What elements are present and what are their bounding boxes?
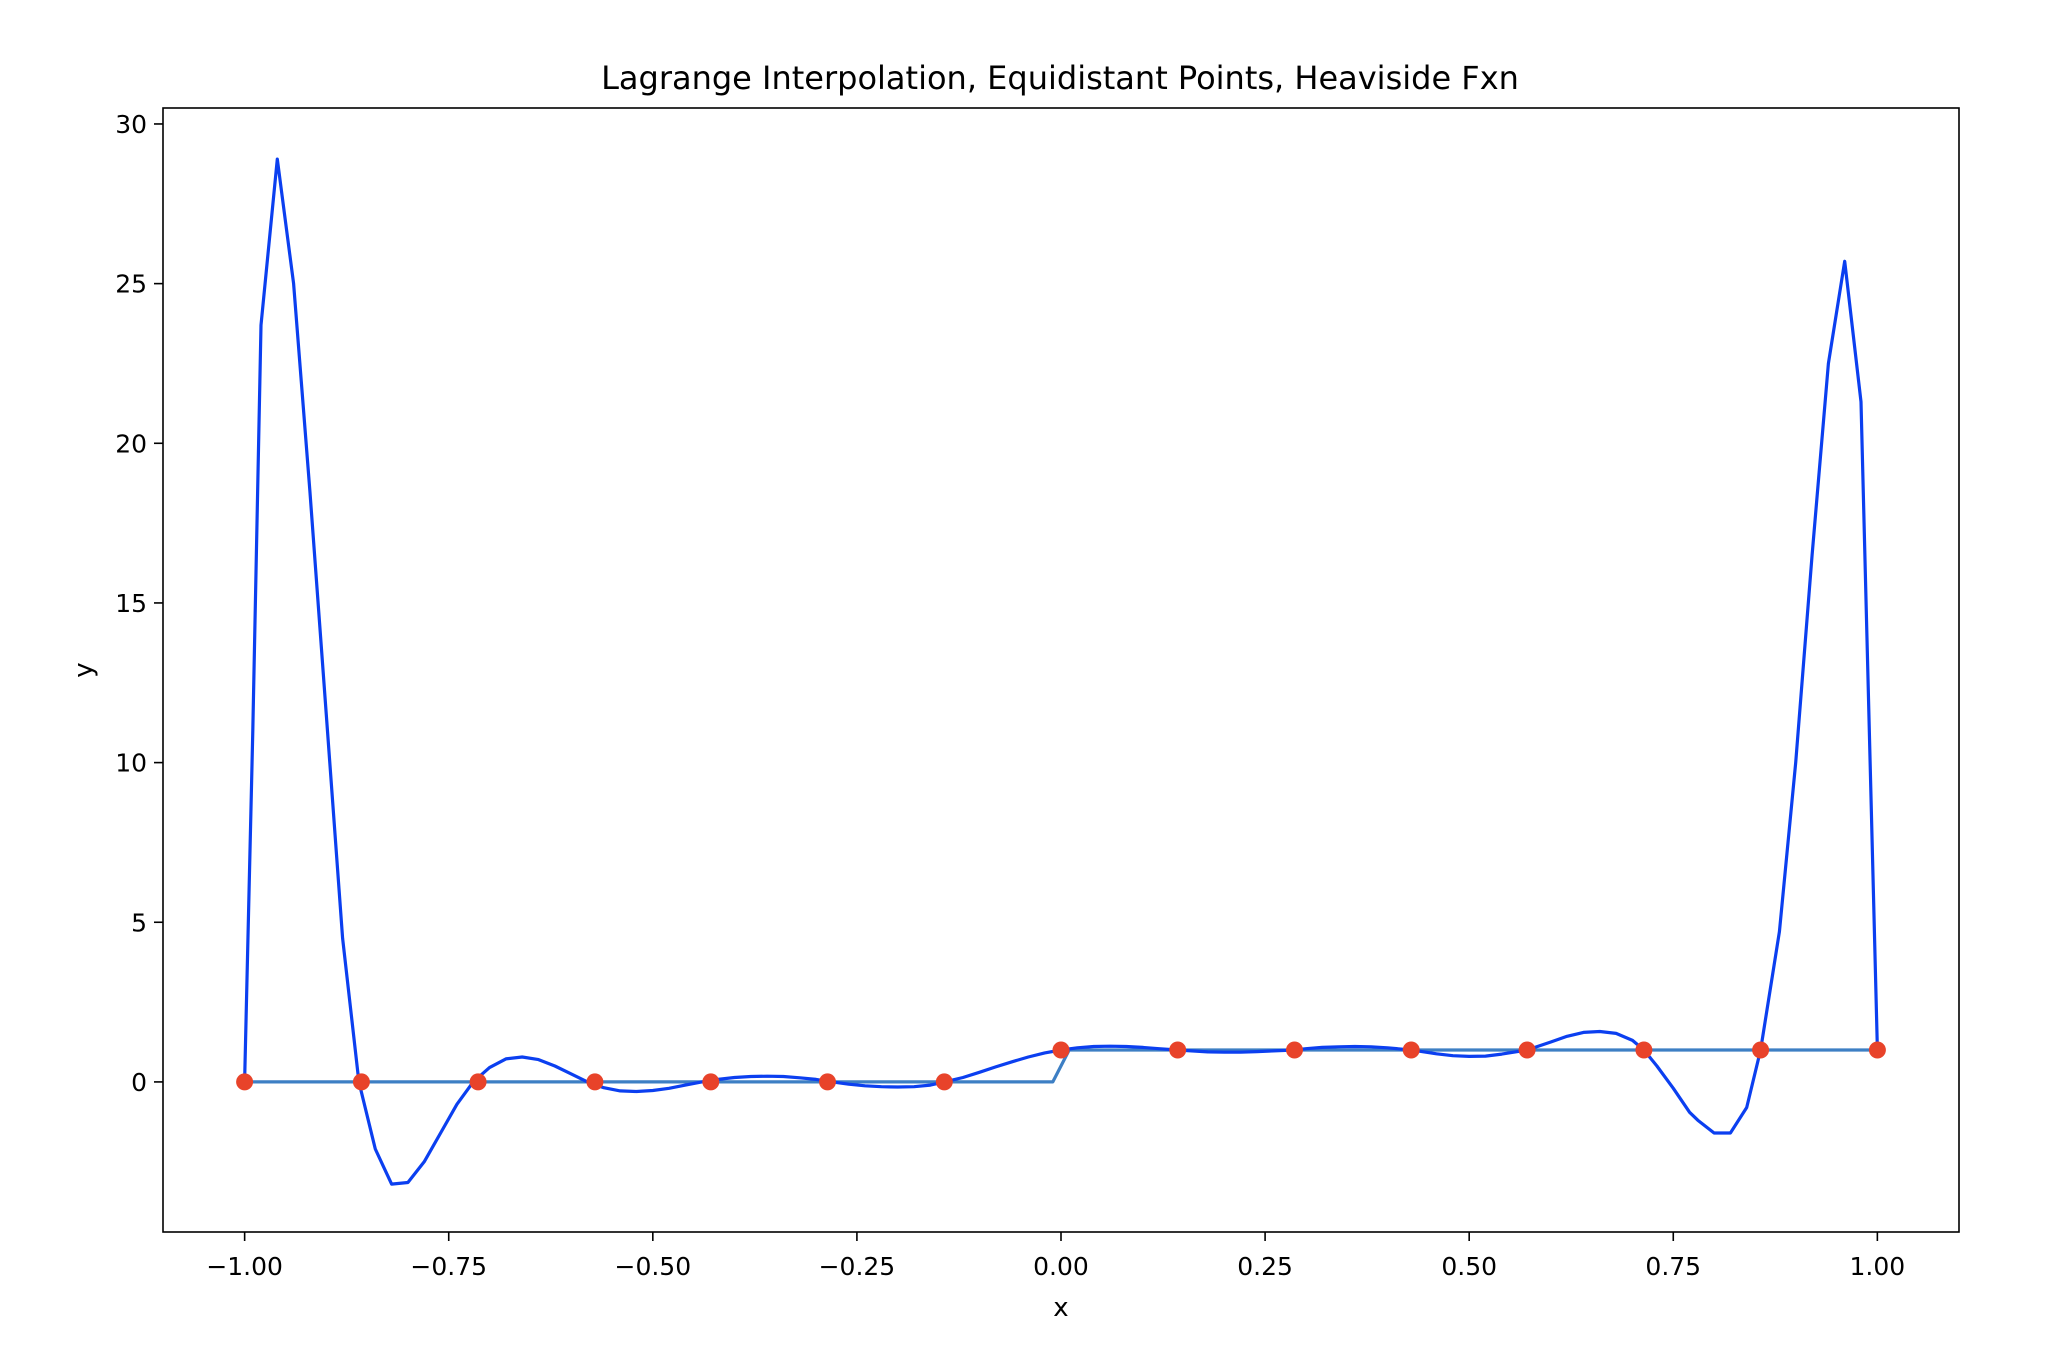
data-point	[236, 1073, 254, 1091]
x-tick-label: 0.25	[1237, 1252, 1293, 1281]
y-tick-label: 10	[115, 749, 147, 778]
data-point	[1402, 1041, 1420, 1059]
chart-title: Lagrange Interpolation, Equidistant Poin…	[601, 59, 1519, 97]
x-tick-label: 0.00	[1033, 1252, 1089, 1281]
data-point	[1052, 1041, 1070, 1059]
series-line-heaviside	[243, 1048, 1880, 1084]
x-tick-label: 1.00	[1850, 1252, 1906, 1281]
y-tick-label: 0	[131, 1068, 147, 1097]
x-tick-label: −0.75	[410, 1252, 487, 1281]
y-tick-label: 15	[115, 589, 147, 618]
data-point	[1635, 1041, 1653, 1059]
data-point	[469, 1073, 487, 1091]
y-tick-label: 20	[115, 429, 147, 458]
x-axis-label: x	[1053, 1293, 1068, 1323]
data-point	[935, 1073, 953, 1091]
data-point	[819, 1073, 836, 1091]
data-point	[1752, 1041, 1770, 1059]
y-tick-label: 5	[131, 908, 147, 937]
y-tick-label: 25	[115, 270, 147, 299]
data-point	[1286, 1041, 1303, 1059]
x-tick-label: 0.75	[1645, 1252, 1701, 1281]
x-tick-label: 0.50	[1441, 1252, 1497, 1281]
x-tick-label: −1.00	[206, 1252, 283, 1281]
y-tick-label: 30	[115, 110, 147, 139]
data-point	[586, 1073, 604, 1091]
data-point	[1169, 1041, 1187, 1059]
axes: −1.00 −0.75 −0.50 −0.25 0.00 0.25 0.50 0.75 1.00…	[115, 110, 1905, 1281]
data-point	[1868, 1041, 1886, 1059]
data-point	[352, 1073, 370, 1091]
data-point	[1518, 1041, 1536, 1059]
x-tick-label: −0.25	[819, 1252, 896, 1281]
plot-area	[236, 157, 1886, 1186]
x-tick-label: −0.50	[615, 1252, 692, 1281]
data-point	[702, 1073, 720, 1091]
plot-frame	[162, 107, 1960, 1233]
y-axis-label: y	[69, 662, 99, 677]
